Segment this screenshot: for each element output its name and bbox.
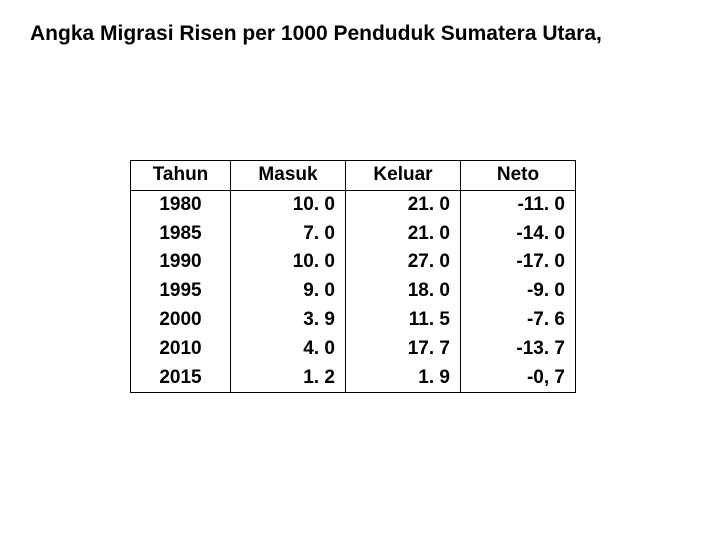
table-row: 1985 7. 0 21. 0 -14. 0 — [131, 220, 576, 249]
cell-neto: -7. 6 — [461, 306, 576, 335]
cell-neto: -14. 0 — [461, 220, 576, 249]
cell-masuk: 3. 9 — [231, 306, 346, 335]
table-row: 1990 10. 0 27. 0 -17. 0 — [131, 248, 576, 277]
cell-keluar: 1. 9 — [346, 364, 461, 393]
page: Angka Migrasi Risen per 1000 Penduduk Su… — [0, 0, 720, 540]
col-header-neto: Neto — [461, 161, 576, 191]
cell-tahun: 1985 — [131, 220, 231, 249]
cell-keluar: 21. 0 — [346, 190, 461, 219]
cell-neto: -13. 7 — [461, 335, 576, 364]
col-header-tahun: Tahun — [131, 161, 231, 191]
cell-keluar: 21. 0 — [346, 220, 461, 249]
cell-neto: -9. 0 — [461, 277, 576, 306]
col-header-keluar: Keluar — [346, 161, 461, 191]
cell-keluar: 17. 7 — [346, 335, 461, 364]
cell-tahun: 1995 — [131, 277, 231, 306]
cell-masuk: 10. 0 — [231, 190, 346, 219]
table-row: 1980 10. 0 21. 0 -11. 0 — [131, 190, 576, 219]
migration-table: Tahun Masuk Keluar Neto 1980 10. 0 21. 0… — [130, 160, 576, 393]
cell-masuk: 7. 0 — [231, 220, 346, 249]
table-row: 2010 4. 0 17. 7 -13. 7 — [131, 335, 576, 364]
cell-tahun: 2010 — [131, 335, 231, 364]
table-row: 1995 9. 0 18. 0 -9. 0 — [131, 277, 576, 306]
col-header-masuk: Masuk — [231, 161, 346, 191]
cell-masuk: 4. 0 — [231, 335, 346, 364]
cell-neto: -0, 7 — [461, 364, 576, 393]
cell-keluar: 18. 0 — [346, 277, 461, 306]
cell-masuk: 10. 0 — [231, 248, 346, 277]
table-row: 2000 3. 9 11. 5 -7. 6 — [131, 306, 576, 335]
cell-masuk: 1. 2 — [231, 364, 346, 393]
cell-keluar: 27. 0 — [346, 248, 461, 277]
cell-tahun: 1980 — [131, 190, 231, 219]
cell-tahun: 1990 — [131, 248, 231, 277]
table-header-row: Tahun Masuk Keluar Neto — [131, 161, 576, 191]
cell-keluar: 11. 5 — [346, 306, 461, 335]
cell-masuk: 9. 0 — [231, 277, 346, 306]
cell-tahun: 2000 — [131, 306, 231, 335]
migration-table-wrap: Tahun Masuk Keluar Neto 1980 10. 0 21. 0… — [130, 160, 576, 393]
cell-neto: -11. 0 — [461, 190, 576, 219]
page-title: Angka Migrasi Risen per 1000 Penduduk Su… — [30, 22, 602, 46]
cell-neto: -17. 0 — [461, 248, 576, 277]
table-row: 2015 1. 2 1. 9 -0, 7 — [131, 364, 576, 393]
cell-tahun: 2015 — [131, 364, 231, 393]
